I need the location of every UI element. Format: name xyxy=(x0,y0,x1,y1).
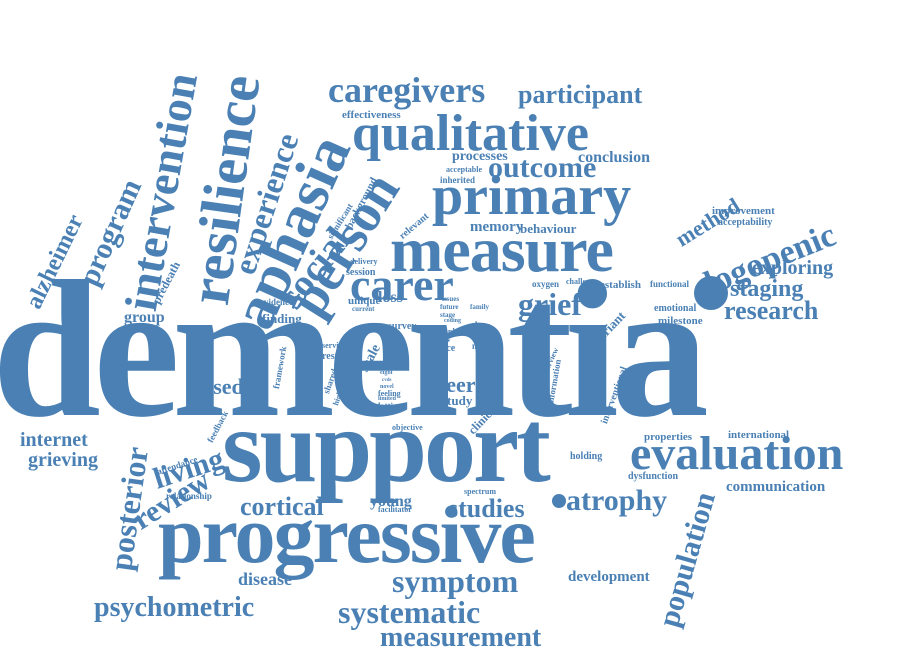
word-conclusion: conclusion xyxy=(578,149,651,166)
word-atrophy: atrophy xyxy=(566,484,668,517)
word-research: research xyxy=(724,296,819,325)
word-qualitative: qualitative xyxy=(352,105,589,162)
word-development: development xyxy=(568,569,650,585)
word-improvement: improvement xyxy=(712,205,775,217)
word-family: family xyxy=(470,303,490,311)
word-delivery: delivery xyxy=(350,257,378,266)
word-exploring: exploring xyxy=(752,257,834,279)
word-letting: letting xyxy=(378,401,403,411)
word-measure: measure xyxy=(390,214,614,285)
dot-ornament xyxy=(552,494,566,508)
word-novel: novel xyxy=(380,384,394,390)
word-psychometric: psychometric xyxy=(94,592,255,623)
word-limited: limited xyxy=(378,396,396,402)
word-acceptability: acceptability xyxy=(718,217,773,228)
word-future: future xyxy=(440,303,459,311)
word-carer: carer xyxy=(350,259,454,310)
word-dementia: dementia xyxy=(0,241,709,458)
word-lvppa: lvppa xyxy=(476,395,503,407)
word-dysfunction: dysfunction xyxy=(628,471,679,482)
word-support: support xyxy=(222,389,551,504)
word-primary: primary xyxy=(432,165,632,227)
word-systematic: systematic xyxy=(338,594,481,630)
word-behaviour: behaviour xyxy=(520,221,577,236)
word-progressive: progressive xyxy=(158,489,536,580)
word-based: based xyxy=(190,374,244,399)
word-properties: properties xyxy=(644,431,693,443)
word-face: face xyxy=(438,343,456,354)
word-grieving: grieving xyxy=(28,449,98,471)
word-communication: communication xyxy=(726,479,826,495)
word-cvds: cvds xyxy=(382,378,392,383)
word-eight: eight xyxy=(380,370,393,376)
word-international: international xyxy=(728,429,790,441)
word-staging: staging xyxy=(730,276,804,302)
word-peer: peer xyxy=(434,372,476,397)
word-spectrum: spectrum xyxy=(464,487,496,496)
word-outcome: outcome xyxy=(488,151,597,184)
word-result: result xyxy=(322,351,347,362)
dot-ornament xyxy=(694,276,728,310)
word-relationship: relationship xyxy=(166,491,212,501)
word-internet: internet xyxy=(20,429,88,451)
word-inherited: inherited xyxy=(440,175,475,185)
word-participant: participant xyxy=(518,80,643,109)
word-plwd: plwd xyxy=(448,327,465,336)
word-mixed: mixed xyxy=(472,341,496,351)
word-young: young xyxy=(370,493,412,510)
word-survey: survey xyxy=(388,321,417,332)
word-establish: establish xyxy=(600,279,641,291)
word-holding: holding xyxy=(570,451,603,462)
word-service: service xyxy=(322,341,346,350)
word-cortical: cortical xyxy=(240,492,324,521)
word-facilitator: facilitator xyxy=(378,505,412,514)
word-feeling: feeling xyxy=(378,389,401,398)
word-session: session xyxy=(346,267,376,278)
word-current: current xyxy=(352,305,375,313)
word-coding: coding xyxy=(444,318,462,324)
word-functional: functional xyxy=(650,279,690,289)
word-caregivers: caregivers xyxy=(328,70,486,110)
word-challenge: challenge xyxy=(566,277,598,286)
word-memory: memory xyxy=(470,219,524,235)
word-study: study xyxy=(442,393,473,408)
word-processes: processes xyxy=(452,149,508,164)
word-data: data xyxy=(472,321,491,332)
word-evidence: evidence xyxy=(260,297,293,307)
word-objective: objective xyxy=(392,423,423,432)
word-effectiveness: effectiveness xyxy=(342,109,401,121)
word-evaluation: evaluation xyxy=(630,427,844,480)
word-group: group xyxy=(124,309,165,326)
word-emotional: emotional xyxy=(654,303,697,314)
word-unique: unique xyxy=(348,295,381,307)
word-acceptable: acceptable xyxy=(446,165,482,174)
word-stage: stage xyxy=(440,311,456,319)
word-finding: finding xyxy=(262,311,302,326)
word-issues: issues xyxy=(442,295,460,303)
word-oxygen: oxygen xyxy=(532,279,559,289)
word-measurement: measurement xyxy=(380,622,542,648)
word-grief: grief xyxy=(518,286,582,322)
word-loss: loss xyxy=(378,289,403,306)
word-symptom: symptom xyxy=(392,563,519,599)
word-disease: disease xyxy=(238,569,292,589)
word-milestone: milestone xyxy=(658,315,703,327)
word-studies: studies xyxy=(448,494,525,523)
